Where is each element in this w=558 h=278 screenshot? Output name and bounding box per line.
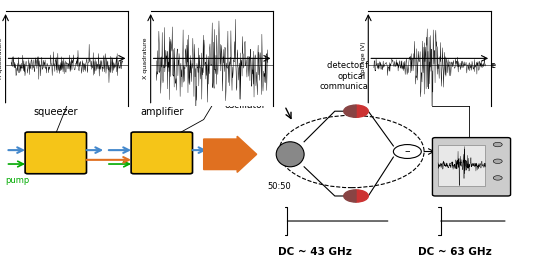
FancyBboxPatch shape bbox=[438, 145, 485, 186]
Text: squeezer: squeezer bbox=[33, 107, 78, 117]
Text: 50:50: 50:50 bbox=[267, 182, 291, 191]
Text: local
oscillator: local oscillator bbox=[225, 90, 266, 110]
Text: –: – bbox=[405, 147, 410, 157]
FancyBboxPatch shape bbox=[432, 138, 511, 196]
FancyBboxPatch shape bbox=[131, 132, 193, 174]
Text: real-time
oscilloscope: real-time oscilloscope bbox=[446, 50, 497, 70]
Text: pump: pump bbox=[6, 177, 30, 185]
Text: DC ~ 63 GHz: DC ~ 63 GHz bbox=[418, 247, 492, 257]
Text: DC ~ 43 GHz: DC ~ 43 GHz bbox=[278, 247, 352, 257]
Wedge shape bbox=[344, 190, 356, 202]
FancyArrow shape bbox=[204, 136, 257, 172]
Wedge shape bbox=[356, 105, 368, 117]
Wedge shape bbox=[356, 190, 368, 202]
Ellipse shape bbox=[276, 142, 304, 167]
Text: amplifier: amplifier bbox=[140, 107, 184, 117]
Circle shape bbox=[493, 142, 502, 147]
Circle shape bbox=[493, 176, 502, 180]
Wedge shape bbox=[344, 105, 356, 117]
Circle shape bbox=[493, 159, 502, 163]
Text: detector for
optical
communication: detector for optical communication bbox=[319, 61, 384, 91]
Circle shape bbox=[393, 145, 421, 158]
FancyBboxPatch shape bbox=[25, 132, 86, 174]
